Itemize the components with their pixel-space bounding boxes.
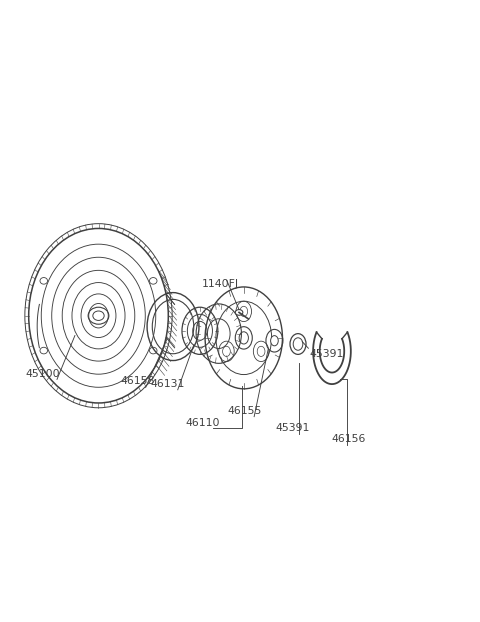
Text: 45391: 45391 (276, 423, 310, 433)
Text: 45100: 45100 (25, 369, 60, 379)
Ellipse shape (149, 347, 157, 354)
Text: 46131: 46131 (151, 379, 185, 389)
Text: 45391: 45391 (310, 349, 344, 359)
Ellipse shape (40, 277, 48, 284)
Text: 46158: 46158 (120, 376, 155, 386)
Text: 46156: 46156 (331, 434, 366, 444)
Text: 46110: 46110 (185, 418, 219, 428)
Ellipse shape (271, 336, 278, 346)
Text: 1140FJ: 1140FJ (202, 279, 239, 289)
Ellipse shape (40, 347, 48, 354)
Ellipse shape (235, 310, 243, 315)
Text: 46155: 46155 (228, 406, 262, 415)
Ellipse shape (149, 277, 157, 284)
